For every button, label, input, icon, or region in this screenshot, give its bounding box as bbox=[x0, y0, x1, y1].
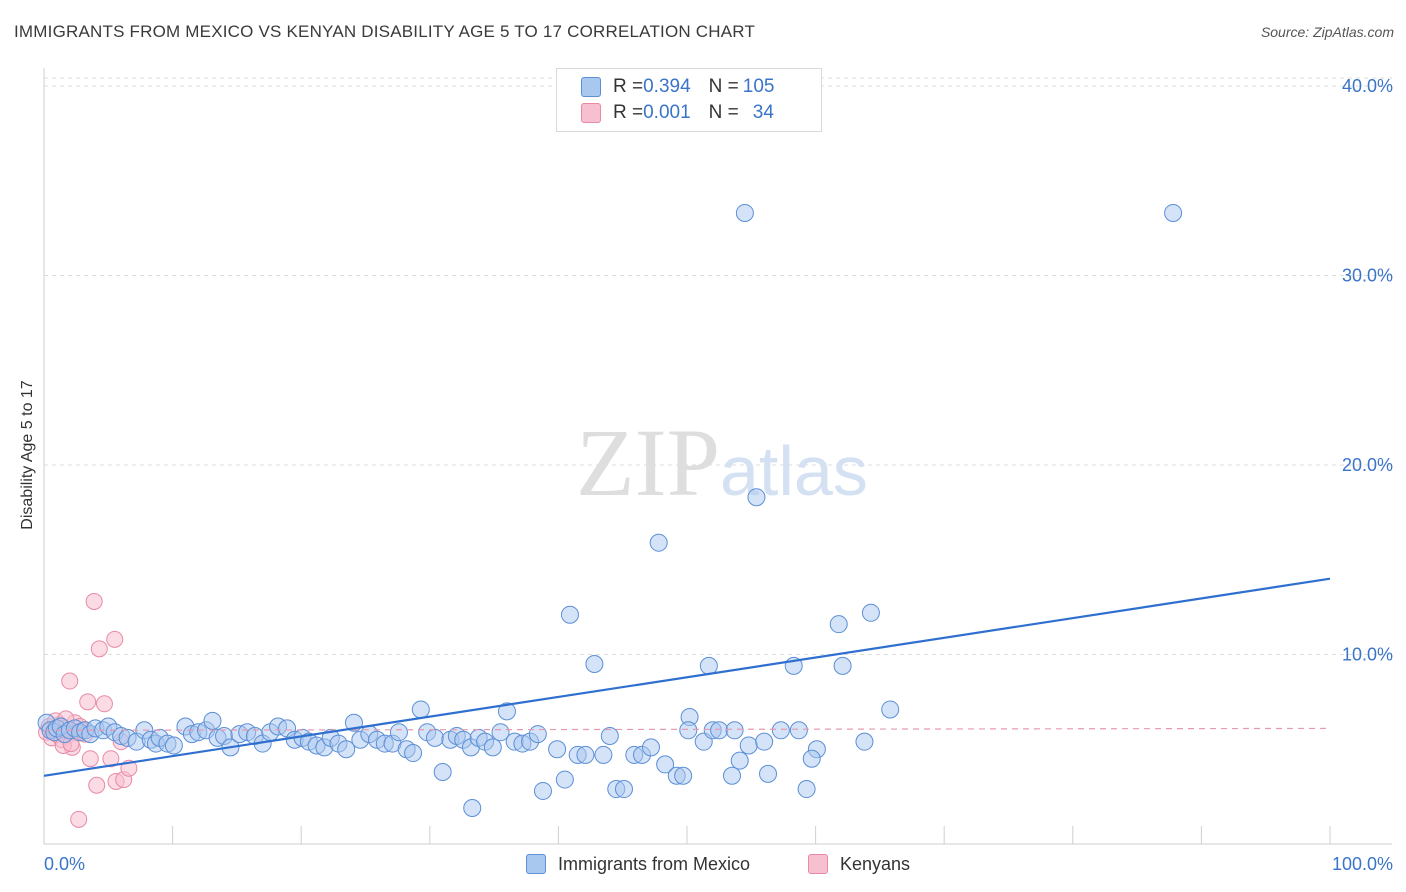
legend-swatch-mexico bbox=[581, 77, 601, 97]
bottom-legend-swatch-kenyans bbox=[808, 854, 828, 874]
mexico-point bbox=[723, 766, 742, 785]
mexico-point bbox=[797, 780, 816, 799]
legend-r-value: 0.001 bbox=[643, 102, 691, 123]
mexico-point bbox=[710, 721, 729, 740]
kenyans-trend-line bbox=[43, 727, 1331, 731]
mexico-point bbox=[755, 732, 774, 751]
mexico-trend-line bbox=[43, 577, 1331, 777]
mexico-point bbox=[725, 721, 744, 740]
legend-row-kenyans: R = 0.001 N = 34 bbox=[581, 101, 774, 125]
mexico-point bbox=[404, 744, 423, 763]
mexico-point bbox=[389, 723, 408, 742]
mexico-point bbox=[497, 702, 516, 721]
mexico-point bbox=[699, 656, 718, 675]
mexico-point bbox=[1164, 203, 1183, 222]
kenyans-point bbox=[79, 693, 97, 711]
mexico-point bbox=[735, 203, 754, 222]
y-tick-label: 30.0% bbox=[1342, 266, 1393, 286]
mexico-point bbox=[771, 721, 790, 740]
bottom-legend-label-kenyans: Kenyans bbox=[840, 853, 911, 874]
mexico-point bbox=[463, 798, 482, 817]
mexico-point bbox=[528, 725, 547, 744]
mexico-point bbox=[600, 726, 619, 745]
grid-lines bbox=[44, 77, 1392, 655]
mexico-point bbox=[164, 736, 183, 755]
stats-legend: R = 0.394 N = 105 R = 0.001 N = 34 bbox=[556, 68, 822, 132]
legend-row-mexico: R = 0.394 N = 105 bbox=[581, 75, 774, 99]
mexico-point bbox=[555, 770, 574, 789]
legend-r-label: R = bbox=[613, 76, 644, 97]
kenyans-points bbox=[38, 592, 138, 828]
mexico-point bbox=[614, 780, 633, 799]
mexico-point bbox=[425, 728, 444, 747]
mexico-point bbox=[411, 700, 430, 719]
mexico-point bbox=[679, 721, 698, 740]
mexico-point bbox=[833, 656, 852, 675]
y-tick-label: 20.0% bbox=[1342, 455, 1393, 475]
kenyans-point bbox=[90, 640, 108, 658]
kenyans-point bbox=[81, 750, 99, 768]
mexico-point bbox=[881, 700, 900, 719]
mexico-point bbox=[560, 605, 579, 624]
trend-lines bbox=[43, 577, 1331, 777]
mexico-point bbox=[641, 738, 660, 757]
mexico-point bbox=[483, 738, 502, 757]
x-tick-label: 0.0% bbox=[44, 854, 85, 874]
legend-n-value: 34 bbox=[752, 102, 774, 123]
y-tick-label: 10.0% bbox=[1342, 645, 1393, 665]
mexico-point bbox=[533, 781, 552, 800]
kenyans-point bbox=[61, 672, 79, 690]
mexico-points bbox=[37, 203, 1183, 817]
source-label: Source: ZipAtlas.com bbox=[1260, 24, 1394, 40]
mexico-point bbox=[739, 736, 758, 755]
legend-n-value: 105 bbox=[742, 76, 775, 97]
watermark-zip: ZIP bbox=[576, 409, 720, 516]
mexico-point bbox=[802, 749, 821, 768]
mexico-point bbox=[759, 764, 778, 783]
mexico-point bbox=[594, 745, 613, 764]
legend-n-label: N = bbox=[708, 76, 739, 97]
x-tick-label: 100.0% bbox=[1332, 854, 1393, 874]
mexico-point bbox=[203, 711, 222, 730]
mexico-point bbox=[861, 603, 880, 622]
mexico-point bbox=[855, 732, 874, 751]
mexico-point bbox=[491, 723, 510, 742]
mexico-point bbox=[674, 766, 693, 785]
chart-title: IMMIGRANTS FROM MEXICO VS KENYAN DISABIL… bbox=[14, 22, 756, 41]
mexico-point bbox=[656, 755, 675, 774]
kenyans-point bbox=[95, 695, 113, 713]
kenyans-point bbox=[102, 750, 120, 768]
legend-r-label: R = bbox=[613, 102, 644, 123]
bottom-legend-kenyans: Kenyans bbox=[808, 851, 910, 877]
bottom-legend-swatch-mexico bbox=[526, 854, 546, 874]
tick-labels: 10.0% 20.0% 30.0% 40.0% 0.0% 100.0% bbox=[44, 76, 1393, 874]
mexico-point bbox=[789, 721, 808, 740]
mexico-point bbox=[585, 654, 604, 673]
mexico-point bbox=[649, 533, 668, 552]
legend-r-value: 0.394 bbox=[643, 76, 691, 97]
mexico-point bbox=[548, 740, 567, 759]
y-tick-label: 40.0% bbox=[1342, 76, 1393, 96]
mexico-point bbox=[433, 762, 452, 781]
mexico-point bbox=[576, 745, 595, 764]
kenyans-point bbox=[85, 592, 103, 610]
mexico-point bbox=[747, 488, 766, 507]
mexico-point bbox=[337, 740, 356, 759]
legend-n-label: N = bbox=[708, 102, 739, 123]
kenyans-point bbox=[70, 810, 88, 828]
legend-swatch-kenyans bbox=[581, 103, 601, 123]
mexico-point bbox=[730, 751, 749, 770]
kenyans-point bbox=[106, 630, 124, 648]
watermark-atlas: atlas bbox=[720, 432, 868, 510]
bottom-legend-label-mexico: Immigrants from Mexico bbox=[558, 853, 751, 874]
kenyans-point bbox=[88, 776, 106, 794]
bottom-legend-mexico: Immigrants from Mexico bbox=[526, 851, 750, 877]
mexico-point bbox=[829, 615, 848, 634]
